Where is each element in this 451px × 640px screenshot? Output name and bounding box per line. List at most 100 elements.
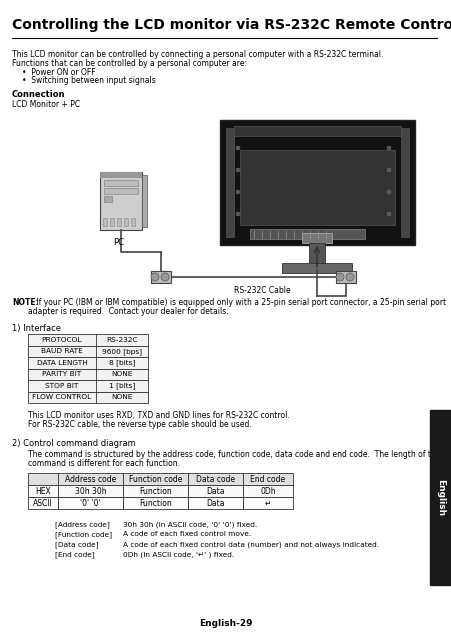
Bar [58, 473, 123, 485]
Bar [188, 485, 243, 497]
Text: English: English [436, 479, 445, 516]
Text: [Address code]: [Address code] [55, 521, 110, 528]
Bar [28, 497, 58, 509]
Text: DATA LENGTH: DATA LENGTH [37, 360, 87, 365]
Bar [100, 172, 142, 230]
Text: A code of each fixed control move.: A code of each fixed control move. [123, 531, 251, 537]
Bar [234, 126, 400, 136]
Text: PROTOCOL: PROTOCOL [41, 337, 82, 343]
Text: Function: Function [139, 486, 171, 495]
Circle shape [235, 190, 239, 194]
Text: PARITY BIT: PARITY BIT [42, 371, 82, 377]
Bar [429, 410, 451, 585]
Bar [103, 218, 107, 226]
Text: 30h 30h (In ASCII code, '0' '0') fixed.: 30h 30h (In ASCII code, '0' '0') fixed. [123, 521, 257, 527]
Bar [188, 473, 243, 485]
Circle shape [386, 212, 390, 216]
Bar [188, 497, 243, 509]
Text: NONE: NONE [111, 394, 133, 400]
Circle shape [235, 146, 239, 150]
Text: command is different for each function.: command is different for each function. [28, 459, 179, 468]
Bar [249, 229, 364, 239]
Bar [28, 392, 147, 403]
Text: For RS-232C cable, the reverse type cable should be used.: For RS-232C cable, the reverse type cabl… [28, 420, 251, 429]
Bar [400, 128, 408, 237]
Circle shape [386, 190, 390, 194]
Text: Function: Function [139, 499, 171, 508]
Text: [Data code]: [Data code] [55, 541, 98, 548]
Text: End code: End code [250, 474, 285, 483]
Text: RS-232C: RS-232C [106, 337, 138, 343]
Bar [308, 243, 324, 265]
Text: HEX: HEX [35, 486, 51, 495]
Text: This LCD monitor uses RXD, TXD and GND lines for RS-232C control.: This LCD monitor uses RXD, TXD and GND l… [28, 411, 289, 420]
Bar [28, 334, 147, 346]
Bar [58, 485, 123, 497]
Text: LCD Monitor + PC: LCD Monitor + PC [12, 100, 80, 109]
Bar [151, 271, 170, 283]
Text: Address code: Address code [65, 474, 116, 483]
Text: Data code: Data code [195, 474, 235, 483]
Text: 0Dh (In ASCII code, '↵' ) fixed.: 0Dh (In ASCII code, '↵' ) fixed. [123, 551, 234, 557]
Text: ↵: ↵ [264, 499, 271, 508]
Text: [Function code]: [Function code] [55, 531, 112, 538]
Bar [124, 218, 128, 226]
Text: 9600 [bps]: 9600 [bps] [102, 348, 142, 355]
Text: Function code: Function code [129, 474, 182, 483]
Text: This LCD monitor can be controlled by connecting a personal computer with a RS-2: This LCD monitor can be controlled by co… [12, 50, 382, 59]
Text: adapter is required.  Contact your dealer for details.: adapter is required. Contact your dealer… [28, 307, 228, 316]
Text: NONE: NONE [111, 371, 133, 377]
Bar [123, 473, 188, 485]
Bar [281, 263, 351, 273]
Bar [301, 233, 331, 243]
Bar [239, 150, 394, 225]
Text: RS-232C Cable: RS-232C Cable [233, 286, 290, 295]
Text: English-29: English-29 [199, 619, 252, 628]
Circle shape [335, 273, 343, 281]
Bar [110, 218, 114, 226]
Bar [28, 473, 58, 485]
Circle shape [235, 212, 239, 216]
Circle shape [386, 168, 390, 172]
Text: NOTE:: NOTE: [12, 298, 39, 307]
Bar [100, 172, 142, 178]
Text: A code of each fixed control data (number) and not always indicated.: A code of each fixed control data (numbe… [123, 541, 378, 547]
Text: Functions that can be controlled by a personal computer are:: Functions that can be controlled by a pe… [12, 59, 246, 68]
Bar [104, 188, 138, 194]
Text: [End code]: [End code] [55, 551, 95, 557]
Bar [28, 485, 58, 497]
Circle shape [235, 168, 239, 172]
Text: Data: Data [206, 499, 224, 508]
Bar [104, 196, 112, 202]
Text: 1) Interface: 1) Interface [12, 324, 61, 333]
Bar [220, 120, 414, 245]
Bar [142, 175, 147, 227]
Text: 1 [bits]: 1 [bits] [109, 382, 135, 389]
Bar [131, 218, 135, 226]
Bar [226, 128, 234, 237]
Bar [123, 497, 188, 509]
Text: 30h 30h: 30h 30h [74, 486, 106, 495]
Text: '0' '0': '0' '0' [80, 499, 101, 508]
Circle shape [151, 273, 159, 281]
Text: 8 [bits]: 8 [bits] [109, 360, 135, 366]
Text: If your PC (IBM or IBM compatible) is equipped only with a 25-pin serial port co: If your PC (IBM or IBM compatible) is eq… [34, 298, 445, 307]
Text: FLOW CONTROL: FLOW CONTROL [32, 394, 92, 400]
Bar [123, 485, 188, 497]
Bar [335, 271, 355, 283]
Bar [104, 180, 138, 186]
Text: ASCII: ASCII [33, 499, 53, 508]
Text: 0Dh: 0Dh [260, 486, 275, 495]
Text: BAUD RATE: BAUD RATE [41, 348, 83, 355]
Bar [243, 485, 292, 497]
Bar [58, 497, 123, 509]
Bar [28, 380, 147, 392]
Text: STOP BIT: STOP BIT [45, 383, 78, 388]
Text: •  Switching between input signals: • Switching between input signals [22, 76, 156, 85]
Text: Controlling the LCD monitor via RS-232C Remote Control: Controlling the LCD monitor via RS-232C … [12, 18, 451, 32]
Text: •  Power ON or OFF: • Power ON or OFF [22, 68, 96, 77]
Bar [117, 218, 121, 226]
Bar [243, 473, 292, 485]
Circle shape [345, 273, 353, 281]
Circle shape [161, 273, 169, 281]
